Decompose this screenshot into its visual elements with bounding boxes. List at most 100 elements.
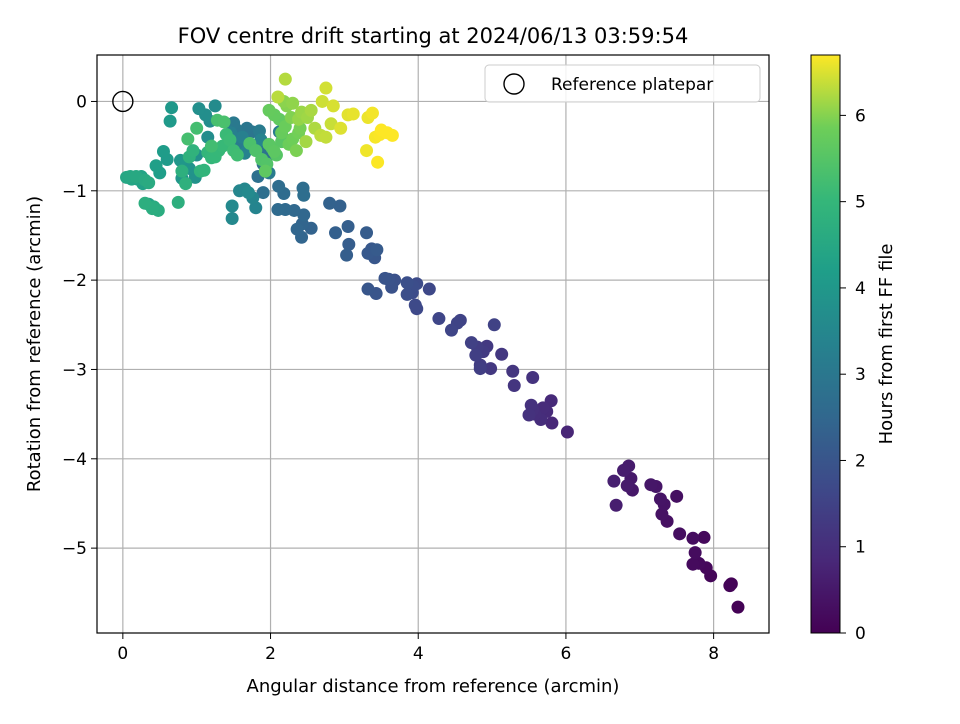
data-point [267, 144, 281, 158]
data-point [175, 164, 189, 178]
data-point [723, 579, 737, 593]
data-point [278, 72, 292, 86]
data-point [181, 132, 195, 146]
data-point [346, 107, 360, 121]
data-point [204, 139, 218, 153]
colorbar-tick-label: 5 [855, 193, 866, 213]
data-point [256, 186, 270, 200]
data-point [271, 90, 285, 104]
colorbar-tick-label: 0 [855, 624, 866, 644]
data-point [334, 121, 348, 135]
data-point [249, 201, 263, 215]
data-point [329, 226, 343, 240]
y-tick-label: −1 [62, 182, 87, 202]
data-point [444, 323, 458, 337]
data-point [138, 196, 152, 210]
data-point [400, 287, 414, 301]
data-point [225, 211, 239, 225]
colorbar-tick-label: 6 [855, 106, 866, 126]
data-point [227, 116, 241, 130]
data-point [688, 546, 702, 560]
data-point [192, 102, 206, 116]
data-point [560, 425, 574, 439]
chart-title: FOV centre drift starting at 2024/06/13 … [178, 24, 689, 48]
y-tick-label: −4 [62, 450, 87, 470]
y-axis-ticks: 0 −1 −2 −3 −4 −5 [62, 92, 97, 559]
data-point [290, 222, 304, 236]
data-point [731, 600, 745, 614]
data-point [286, 96, 300, 110]
data-point [644, 478, 658, 492]
x-tick-label: 8 [708, 644, 719, 664]
data-point [297, 188, 311, 202]
data-point [262, 103, 276, 117]
data-point [272, 179, 286, 193]
data-point [522, 408, 536, 422]
data-point [609, 498, 623, 512]
data-point [342, 237, 356, 251]
data-point [673, 527, 687, 541]
data-point [315, 94, 329, 108]
colorbar-gradient [810, 54, 841, 634]
data-point [607, 474, 621, 488]
data-point [371, 155, 385, 169]
data-point [526, 371, 540, 385]
data-point [326, 99, 340, 113]
data-point [179, 177, 193, 191]
data-point [495, 347, 509, 361]
plot-background [97, 55, 769, 633]
legend-box [484, 64, 761, 103]
data-point [365, 106, 379, 120]
data-point [340, 248, 354, 262]
data-point [400, 276, 414, 290]
y-tick-label: −2 [62, 271, 87, 291]
data-point [165, 101, 179, 115]
data-point [319, 130, 333, 144]
x-tick-label: 2 [265, 644, 276, 664]
colorbar-tick-label: 3 [855, 365, 866, 385]
data-point [697, 530, 711, 544]
y-tick-label: −5 [62, 539, 87, 559]
data-point [271, 203, 285, 217]
data-point [208, 99, 222, 113]
y-tick-label: −3 [62, 360, 87, 380]
data-point [385, 128, 399, 142]
data-point [156, 144, 170, 158]
colorbar-ticks: 0 1 2 3 4 5 6 [840, 106, 866, 644]
data-point [225, 199, 239, 213]
data-point [507, 379, 521, 393]
colorbar-tick-label: 1 [855, 538, 866, 558]
legend: Reference platepar [484, 64, 761, 103]
data-point [186, 144, 200, 158]
data-point [361, 282, 375, 296]
data-point [341, 220, 355, 234]
data-point [408, 298, 422, 312]
data-point [299, 135, 313, 149]
data-point [464, 336, 478, 350]
data-point [686, 557, 700, 571]
x-tick-label: 6 [561, 644, 572, 664]
colorbar: 0 1 2 3 4 5 6 Hours from first FF file [810, 54, 897, 644]
colorbar-tick-label: 4 [855, 279, 866, 299]
data-point [524, 398, 538, 412]
data-point [655, 507, 669, 521]
data-point [223, 133, 237, 147]
data-point [370, 243, 384, 257]
data-point [258, 164, 272, 178]
data-point [323, 196, 337, 210]
data-point [670, 489, 684, 503]
data-point [190, 121, 204, 135]
legend-marker-icon [503, 73, 525, 95]
data-point [149, 159, 163, 173]
data-point [487, 318, 501, 332]
data-point [473, 362, 487, 376]
data-point [171, 195, 185, 209]
colorbar-label: Hours from first FF file [876, 244, 897, 445]
data-point [230, 148, 244, 162]
data-point [620, 479, 634, 493]
legend-entry-reference-platepar: Reference platepar [551, 75, 713, 95]
x-tick-label: 0 [117, 644, 128, 664]
data-point [422, 282, 436, 296]
data-point [197, 163, 211, 177]
